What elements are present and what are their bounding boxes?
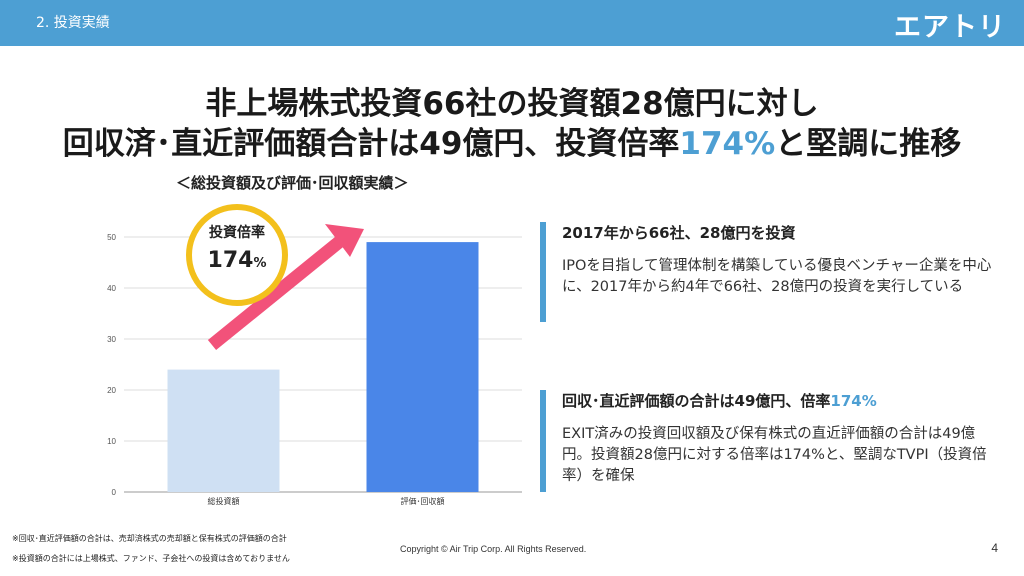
- chart-bars: [167, 242, 479, 492]
- page-number: 4: [991, 541, 998, 555]
- headline-line-2-text: 回収済･直近評価額合計は49億円、投資倍率: [62, 126, 680, 162]
- chart-title: ＜総投資額及び評価･回収額実績＞: [176, 174, 409, 192]
- ratio-badge-title: 投資倍率: [209, 225, 265, 241]
- section-label: 2. 投資実績: [36, 15, 110, 31]
- y-tick-label: 30: [107, 335, 116, 344]
- headline-line-2: 回収済･直近評価額合計は49億円、投資倍率174%と堅調に推移: [0, 118, 1024, 163]
- category-label: 評価･回収額: [401, 496, 445, 506]
- category-label: 総投資額: [208, 496, 240, 506]
- key-point-heading: 2017年から66社、28億円を投資: [562, 224, 796, 242]
- growth-arrow: [207, 224, 364, 351]
- ratio-badge-value: 174%: [192, 248, 282, 273]
- bar-1: [167, 369, 280, 492]
- company-logo: エアトリ: [894, 12, 1006, 43]
- y-tick-label: 10: [107, 437, 116, 446]
- key-point-accent-bar: [540, 222, 546, 322]
- chart-y-ticks: 0 10 20 30 40 50: [107, 233, 116, 497]
- footnote: ※回収･直近評価額の合計は、売却済株式の売却額と保有株式の評価額の合計: [12, 534, 287, 543]
- footnote: ※投資額の合計には上場株式、ファンド、子会社への投資は含めておりません: [12, 554, 290, 563]
- headline-line-1: 非上場株式投資66社の投資額28億円に対し: [205, 86, 819, 122]
- key-point-body: IPOを目指して管理体制を構築している優良ベンチャー企業を中心に、2017年から…: [562, 258, 992, 295]
- y-tick-label: 20: [107, 386, 116, 395]
- key-point-heading-text: 回収･直近評価額の合計は49億円、倍率: [562, 392, 831, 410]
- y-tick-label: 0: [112, 488, 117, 497]
- headline-accent-ratio: 174%: [679, 126, 776, 162]
- growth-arrow-shaft: [207, 232, 349, 351]
- key-point-heading: 回収･直近評価額の合計は49億円、倍率174%: [562, 390, 877, 411]
- growth-arrow-head: [325, 224, 364, 257]
- ratio-badge-number: 174: [207, 248, 254, 273]
- key-point-body: EXIT済みの投資回収額及び保有株式の直近評価額の合計は49億円。投資額28億円…: [562, 426, 987, 484]
- y-tick-label: 40: [107, 284, 116, 293]
- key-point-heading-ratio: 174%: [830, 392, 877, 410]
- copyright-notice: Copyright © Air Trip Corp. All Rights Re…: [400, 544, 587, 554]
- headline-line-2-tail: と堅調に推移: [775, 126, 962, 162]
- ratio-badge-unit: %: [253, 256, 267, 271]
- y-tick-label: 50: [107, 233, 116, 242]
- key-point-accent-bar: [540, 390, 546, 492]
- ratio-badge: 投資倍率 174%: [186, 204, 288, 306]
- header-bar: 2. 投資実績 エアトリ: [0, 0, 1024, 46]
- chart-category-labels: 総投資額 評価･回収額: [208, 496, 445, 506]
- bar-2: [366, 242, 479, 492]
